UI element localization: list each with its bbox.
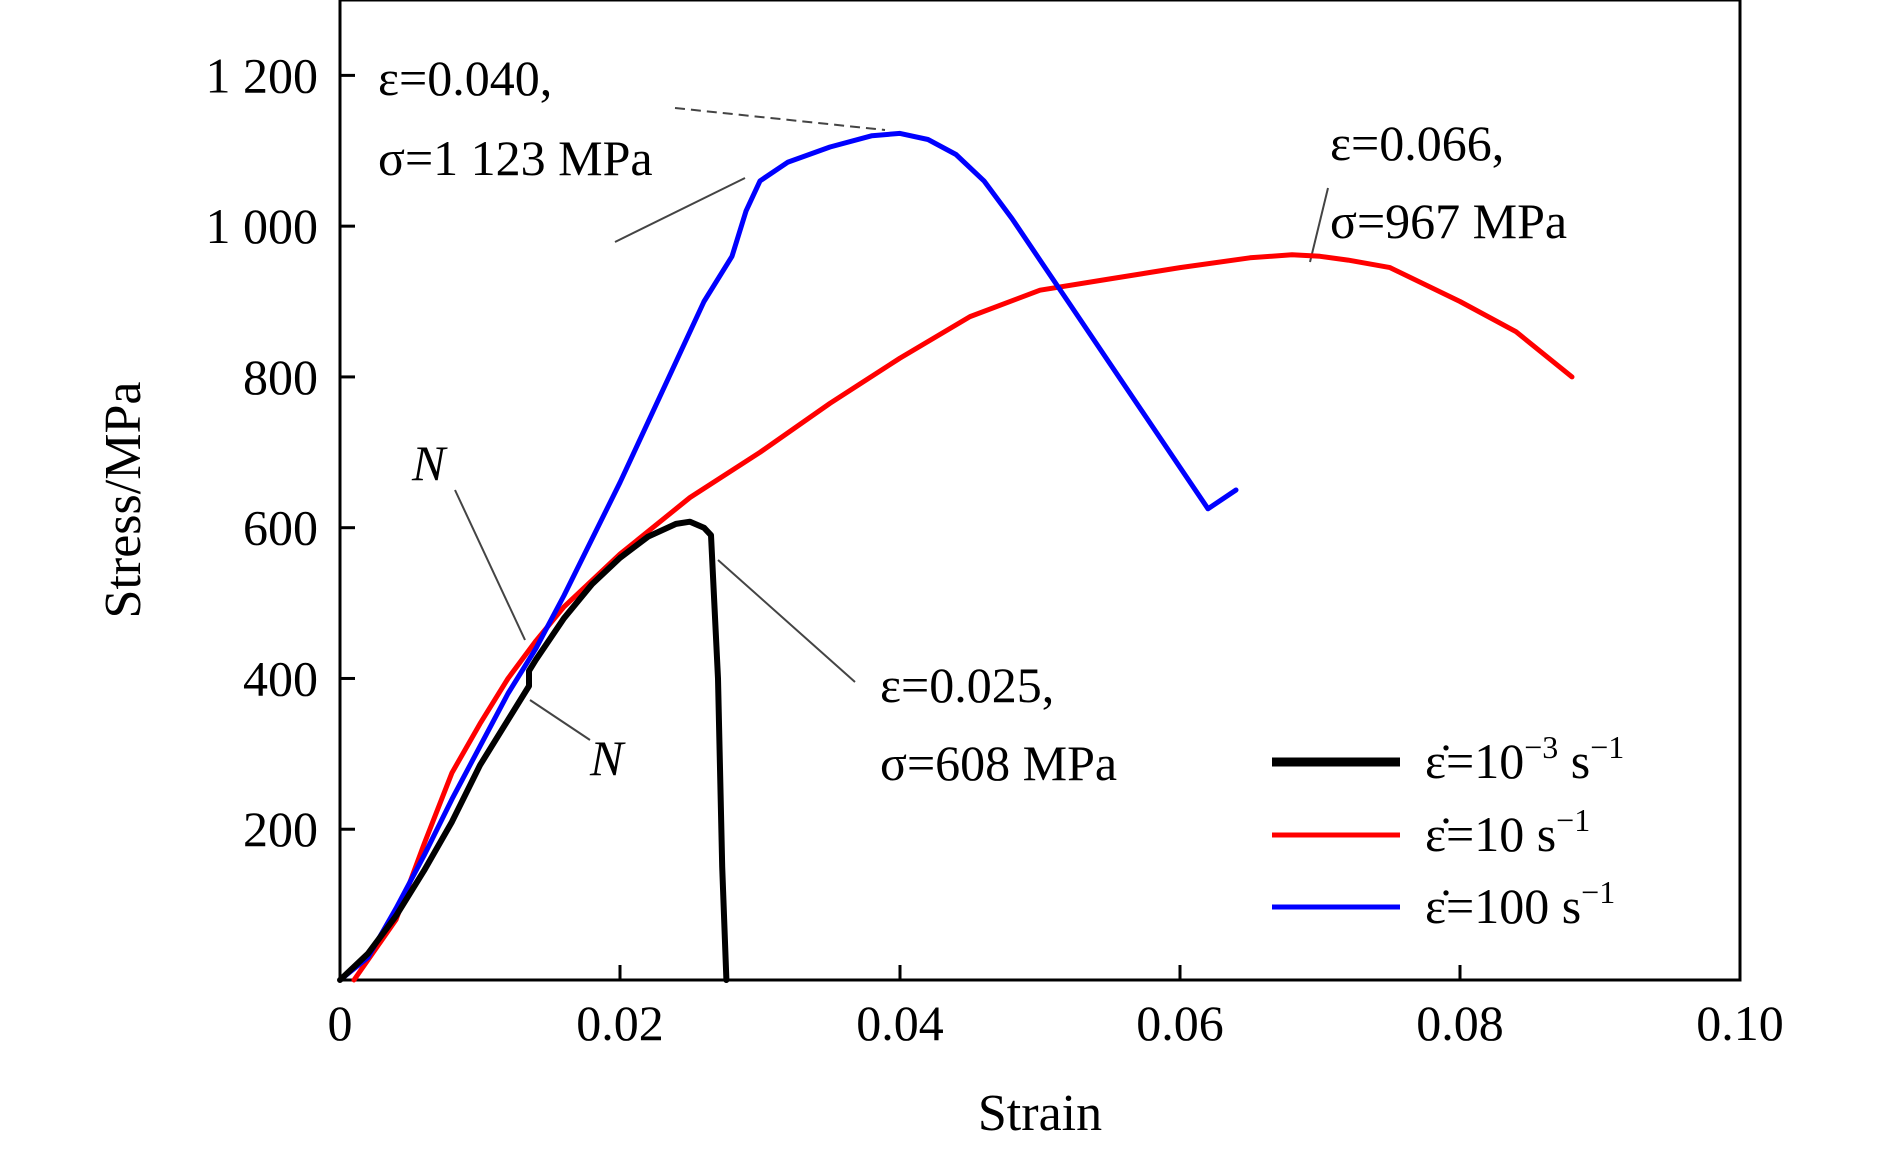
y-tick-label: 200	[243, 801, 318, 857]
x-tick-label: 0.08	[1416, 995, 1504, 1051]
annotation-necking-upper: N	[411, 435, 448, 491]
leader-necking-lower	[529, 699, 591, 741]
legend-label-0001-unit-sup: −1	[1590, 729, 1624, 765]
y-axis-title: Stress/MPa	[95, 382, 152, 619]
legend-label-100-unit: 0 s	[1524, 878, 1581, 934]
annotation-peak-0001-line2: σ=608 MPa	[880, 735, 1117, 791]
legend-label-10-base: ε̇=10	[1425, 806, 1524, 862]
annotation-peak-100-line1: ε=0.040,	[378, 50, 552, 106]
series-line-1	[351, 252, 1575, 983]
leader-peak-100-dashed	[674, 107, 886, 131]
legend-label-0001-base: ε̇=10	[1425, 733, 1524, 789]
x-tick-label: 0	[328, 995, 353, 1051]
annotation-necking-lower: N	[589, 730, 626, 786]
legend-label-100-unit-sup: −1	[1581, 874, 1615, 910]
annotation-peak-10-line2: σ=967 MPa	[1330, 193, 1567, 249]
x-tick-label: 0.04	[856, 995, 944, 1051]
leader-peak-100-solid	[614, 177, 746, 243]
y-tick-label: 400	[243, 650, 318, 706]
y-tick-label: 1 000	[206, 198, 319, 254]
leader-peak-10	[1309, 187, 1329, 263]
series-line-2	[337, 130, 1239, 983]
legend-label-0001: ε̇=10−3 s−1	[1425, 729, 1624, 789]
annotation-peak-0001-line1: ε=0.025,	[880, 657, 1054, 713]
legend-label-10: ε̇=10 s−1	[1425, 802, 1590, 862]
y-tick-label: 1 200	[206, 47, 319, 103]
plot-frame	[338, 0, 1742, 982]
annotation-peak-10-line1: ε=0.066,	[1330, 115, 1504, 171]
leader-necking-upper	[454, 489, 526, 641]
legend: ε̇=10−3 s−1 ε̇=10 s−1 ε̇=100 s−1	[1272, 729, 1624, 934]
y-tick-label: 800	[243, 349, 318, 405]
annotation-peak-100-line2: σ=1 123 MPa	[378, 130, 653, 186]
leader-peak-0001	[717, 559, 856, 683]
y-tick-label: 600	[243, 500, 318, 556]
x-axis-ticks: 0 0.02 0.04 0.06 0.08 0.10	[328, 965, 1784, 1051]
legend-label-100: ε̇=100 s−1	[1425, 874, 1615, 934]
series-line-0	[337, 518, 730, 983]
x-axis-title: Strain	[978, 1085, 1102, 1142]
y-axis-ticks: 200 400 600 800 1 000 1 200	[206, 47, 355, 857]
legend-label-0001-unit: s	[1558, 733, 1590, 789]
legend-label-10-unit: s	[1524, 806, 1556, 862]
legend-label-100-base: ε̇=10	[1425, 878, 1524, 934]
legend-label-0001-sup: −3	[1524, 729, 1558, 765]
x-tick-label: 0.06	[1136, 995, 1224, 1051]
legend-label-10-unit-sup: −1	[1556, 802, 1590, 838]
series-lines	[337, 130, 1575, 983]
annotation-leaders	[454, 107, 1329, 741]
x-tick-label: 0.10	[1696, 995, 1784, 1051]
x-tick-label: 0.02	[576, 995, 664, 1051]
